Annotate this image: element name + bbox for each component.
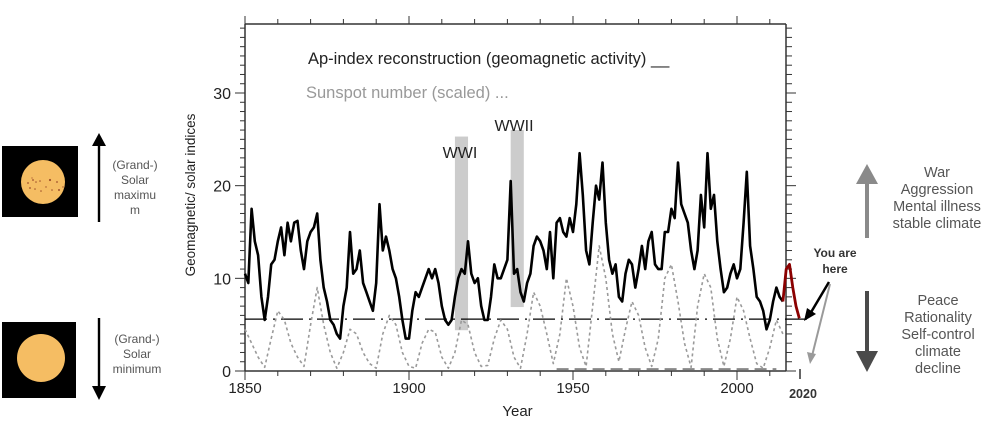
- war-band-wwi: [454, 136, 469, 331]
- label-line: Peace: [917, 293, 959, 309]
- x-tick-label: 1900: [392, 380, 425, 397]
- label-line: (Grand-): [114, 332, 160, 346]
- y-tick-label: 30: [213, 86, 231, 103]
- y-tick-label: 0: [222, 364, 231, 381]
- x-tick-label: 2000: [720, 380, 753, 397]
- ap-index-recent-series-line: [781, 262, 801, 319]
- label-line: Rationality: [904, 310, 972, 326]
- sun-with-sunspots-icon: [21, 160, 65, 204]
- high-activity-effects-label: War Aggression Mental illness stable cli…: [880, 165, 994, 233]
- label-line: climate: [915, 344, 961, 360]
- arrowhead-icon: [807, 352, 816, 364]
- label-line: here: [822, 262, 848, 276]
- y-tick-label: 20: [213, 179, 231, 196]
- arrow-down-dark-icon: [856, 291, 878, 372]
- x-axis-label: Year: [502, 403, 532, 420]
- label-line: You are: [813, 246, 857, 260]
- war-label-wwi: WWI: [443, 145, 478, 162]
- y-axis-label: Geomagnetic/ solar indices: [183, 113, 198, 276]
- pointer-arrow-gray: [811, 283, 831, 357]
- label-line: decline: [915, 361, 961, 377]
- solar-minimum-label: (Grand-) Solar minimum: [106, 332, 168, 377]
- x-tick-label: 1950: [556, 380, 589, 397]
- label-line: m: [130, 203, 140, 217]
- you-are-here-label: You are here: [800, 245, 870, 277]
- war-label-wwii: WWII: [494, 118, 533, 135]
- label-line: Solar: [122, 347, 151, 361]
- low-activity-effects-label: Peace Rationality Self-control climate d…: [886, 293, 990, 378]
- legend-label-ap-index: Ap-index reconstruction (geomagnetic act…: [308, 50, 670, 68]
- pointer-arrow-black: [808, 281, 831, 315]
- x-tick-label-2020: 2020: [789, 387, 817, 401]
- arrow-up-icon: [92, 133, 106, 222]
- sun-maximum-image: [2, 146, 78, 217]
- label-line: (Grand-): [112, 158, 158, 172]
- solar-maximum-label: (Grand-) Solar maximu m: [108, 158, 162, 218]
- label-line: War: [923, 165, 951, 181]
- legend-label-sunspot: Sunspot number (scaled) ...: [306, 84, 509, 102]
- label-line: Mental illness: [893, 199, 981, 215]
- label-line: Aggression: [900, 182, 974, 198]
- arrowhead-icon: [804, 308, 816, 321]
- sun-without-sunspots-icon: [17, 334, 65, 382]
- you-are-here-arrows: [804, 281, 831, 364]
- arrow-up-gray-icon: [856, 164, 878, 238]
- arrow-down-icon: [92, 318, 106, 400]
- label-line: Solar: [120, 173, 149, 187]
- label-line: stable climate: [892, 216, 982, 232]
- x-tick-label: 1850: [228, 380, 261, 397]
- sunspot-series-line: [244, 245, 784, 370]
- label-line: Self-control: [901, 327, 975, 343]
- y-tick-label: 10: [213, 271, 231, 288]
- label-line: maximu: [113, 188, 156, 202]
- ap-index-series-line: [243, 151, 784, 340]
- sun-minimum-image: [2, 322, 76, 398]
- label-line: minimum: [112, 362, 162, 376]
